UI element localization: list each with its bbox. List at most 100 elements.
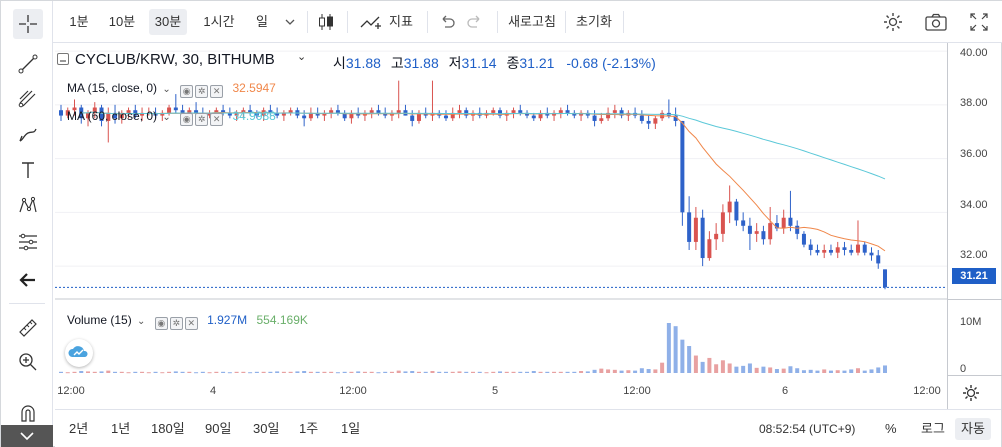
undo-icon[interactable] (435, 9, 459, 35)
expand-toolbar-button[interactable] (1, 425, 53, 447)
crosshair-tool-icon[interactable] (13, 9, 43, 39)
zoom-in-icon[interactable] (13, 347, 43, 377)
volume-bar (342, 371, 347, 373)
interval-1hour[interactable]: 1시간 (203, 14, 235, 29)
ma15-remove-icon[interactable]: ✕ (210, 85, 224, 98)
ruler-tool-icon[interactable] (13, 313, 43, 343)
volume-bar (457, 371, 462, 373)
text-tool-icon[interactable] (13, 155, 43, 185)
clock-display[interactable]: 08:52:54 (UTC+9) (759, 422, 856, 436)
percent-toggle[interactable]: % (885, 421, 897, 436)
range-1w[interactable]: 1주 (299, 421, 319, 436)
volume-value: 1.927M (207, 313, 248, 327)
magnet-icon[interactable] (13, 399, 43, 429)
volume-bar (808, 369, 813, 373)
volume-tick-0: 0 (960, 363, 967, 375)
fullscreen-icon[interactable] (965, 9, 993, 35)
volume-bar (410, 371, 415, 373)
indicators-label: 지표 (389, 14, 413, 29)
volume-bar (133, 371, 138, 373)
ma60-remove-icon[interactable]: ✕ (210, 113, 224, 126)
range-1y[interactable]: 1년 (111, 421, 131, 436)
volume-bar (633, 370, 638, 373)
range-1d[interactable]: 1일 (341, 421, 361, 436)
volume-bar (727, 363, 732, 373)
collapse-legend-icon[interactable] (57, 53, 69, 65)
camera-snapshot-icon[interactable] (921, 9, 951, 35)
volume-bar (741, 365, 746, 373)
brush-tool-icon[interactable] (13, 119, 43, 149)
redo-icon[interactable] (463, 9, 487, 35)
volume-bar (558, 371, 563, 373)
ma15-visibility-icon[interactable]: ◉ (180, 85, 194, 98)
ma60-visibility-icon[interactable]: ◉ (180, 113, 194, 126)
candle (545, 107, 550, 119)
range-2y[interactable]: 2년 (69, 421, 89, 436)
candle (362, 110, 367, 121)
volume-settings-icon[interactable]: ✲ (169, 317, 183, 330)
candle (335, 104, 340, 116)
symbol-dropdown-icon[interactable]: ⌄ (297, 51, 307, 63)
indicators-button[interactable]: 지표 (359, 9, 417, 35)
volume-bar (464, 371, 469, 373)
time-axis[interactable]: 12:00 4 12:00 5 12:00 6 12:00 (55, 375, 947, 409)
auto-toggle[interactable]: 자동 (955, 418, 991, 440)
interval-dropdown-icon[interactable] (279, 9, 301, 35)
interval-day[interactable]: 일 (256, 14, 268, 29)
cloud-logo-icon[interactable] (65, 339, 93, 367)
pitchfork-tool-icon[interactable] (13, 83, 43, 113)
ma60-label[interactable]: MA (60, close, 0) (67, 109, 158, 123)
candle (822, 244, 827, 259)
price-axis[interactable]: 40.00 38.00 36.00 34.00 32.00 31.21 10M … (947, 43, 1002, 375)
interval-30min[interactable]: 30분 (149, 9, 187, 35)
x-tick: 5 (491, 385, 499, 397)
volume-bar (484, 372, 489, 374)
volume-bar (450, 371, 455, 373)
volume-bar (167, 371, 172, 373)
ma60-dropdown-icon[interactable]: ⌄ (162, 112, 171, 123)
ma15-dropdown-icon[interactable]: ⌄ (162, 84, 171, 95)
candle (876, 249, 881, 269)
interval-1min[interactable]: 1분 (69, 14, 89, 29)
price-chart[interactable] (55, 43, 947, 375)
y-tick-40: 40.00 (960, 47, 988, 59)
ma15-label[interactable]: MA (15, close, 0) (67, 81, 158, 95)
refresh-button[interactable]: 새로고침 (508, 14, 556, 29)
settings-gear-icon[interactable] (879, 9, 907, 35)
pattern-tool-icon[interactable] (13, 191, 43, 221)
range-90d[interactable]: 90일 (205, 421, 232, 436)
volume-bar (106, 370, 111, 373)
ma60-settings-icon[interactable]: ✲ (195, 113, 209, 126)
volume-bar (86, 371, 91, 373)
volume-bar (700, 361, 705, 373)
candle (572, 110, 577, 119)
candle (646, 115, 651, 130)
volume-bar (754, 367, 759, 373)
candle (693, 206, 698, 250)
volume-remove-icon[interactable]: ✕ (184, 317, 198, 330)
trend-line-tool-icon[interactable] (13, 49, 43, 79)
range-30d[interactable]: 30일 (253, 421, 280, 436)
ma15-settings-icon[interactable]: ✲ (195, 85, 209, 98)
volume-bar (126, 372, 131, 374)
candle (727, 185, 732, 224)
interval-10min[interactable]: 10분 (108, 14, 136, 29)
candle (153, 107, 158, 119)
volume-visibility-icon[interactable]: ◉ (154, 317, 168, 330)
volume-dropdown-icon[interactable]: ⌄ (137, 316, 146, 327)
back-arrow-icon[interactable] (13, 265, 43, 295)
chart-grid (55, 50, 947, 267)
symbol-title[interactable]: CYCLUB/KRW, 30, BITHUMB (75, 51, 275, 68)
volume-bar (538, 371, 543, 373)
axis-settings-button[interactable] (947, 375, 1002, 409)
candle-style-icon[interactable] (313, 9, 339, 35)
log-toggle[interactable]: 로그 (921, 421, 945, 436)
volume-label[interactable]: Volume (15) (67, 313, 132, 327)
candle (700, 209, 705, 267)
range-180d[interactable]: 180일 (151, 421, 185, 436)
candle (464, 107, 469, 119)
fib-retracement-tool-icon[interactable] (13, 227, 43, 257)
reset-button[interactable]: 초기화 (576, 14, 612, 29)
volume-bar (369, 371, 374, 373)
volume-bar (646, 369, 651, 373)
